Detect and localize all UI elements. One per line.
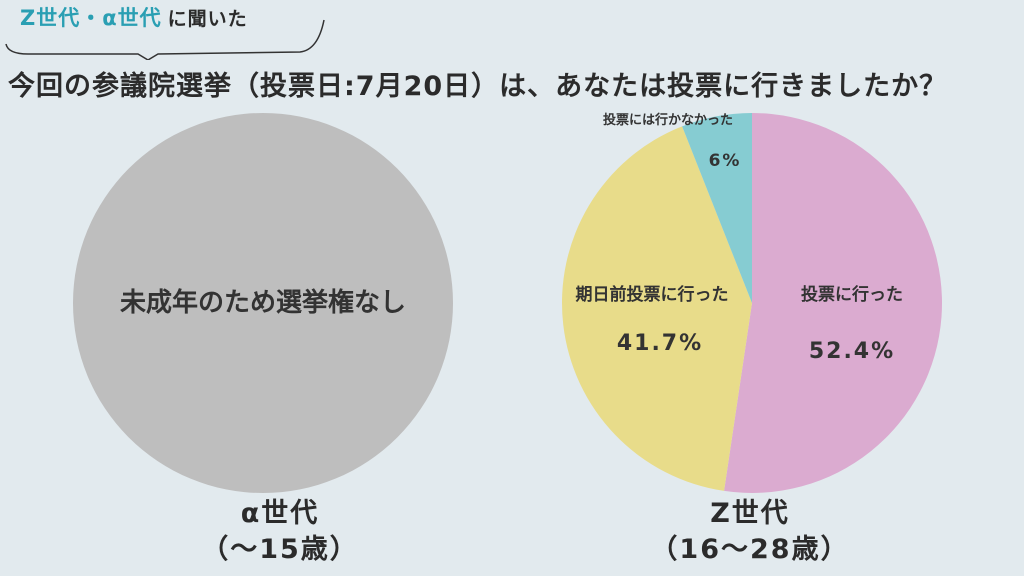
z-age-range: （16〜28歳） bbox=[650, 534, 850, 565]
alpha-pie-note: 未成年のため選挙権なし bbox=[120, 287, 406, 318]
slice-value-voted: 52.4% bbox=[809, 339, 895, 364]
pie-slice-voted bbox=[724, 113, 942, 493]
slice-label-early-voted: 期日前投票に行った bbox=[576, 284, 729, 305]
slice-value-early-voted: 41.7% bbox=[617, 331, 703, 356]
alpha-pie-circle bbox=[73, 113, 453, 493]
alpha-age-range: （〜15歳） bbox=[201, 534, 359, 565]
tag-underline bbox=[5, 19, 325, 60]
alpha-caption: α世代 （〜15歳） bbox=[180, 496, 380, 568]
pie-slice-early-voted bbox=[562, 126, 752, 491]
z-pie: 投票に行った 52.4% 期日前投票に行った 41.7% 投票には行かなかった 6% bbox=[562, 112, 942, 493]
tagline-highlight: Z世代・α世代 bbox=[20, 6, 162, 30]
slice-label-voted: 投票に行った bbox=[801, 284, 903, 305]
tagline-rest: に聞いた bbox=[167, 8, 248, 30]
z-caption: Z世代 （16〜28歳） bbox=[630, 496, 870, 568]
slice-value-not-voted: 6% bbox=[709, 151, 742, 171]
z-group-label: Z世代 bbox=[710, 498, 790, 529]
page-title: 今回の参議院選挙（投票日:7月20日）は、あなたは投票に行きましたか？ bbox=[8, 71, 948, 102]
alpha-group-label: α世代 bbox=[240, 498, 320, 529]
pie-slice-not-voted bbox=[682, 113, 752, 303]
slice-label-not-voted: 投票には行かなかった bbox=[603, 112, 733, 128]
tagline: Z世代・α世代 に聞いた bbox=[20, 2, 248, 32]
